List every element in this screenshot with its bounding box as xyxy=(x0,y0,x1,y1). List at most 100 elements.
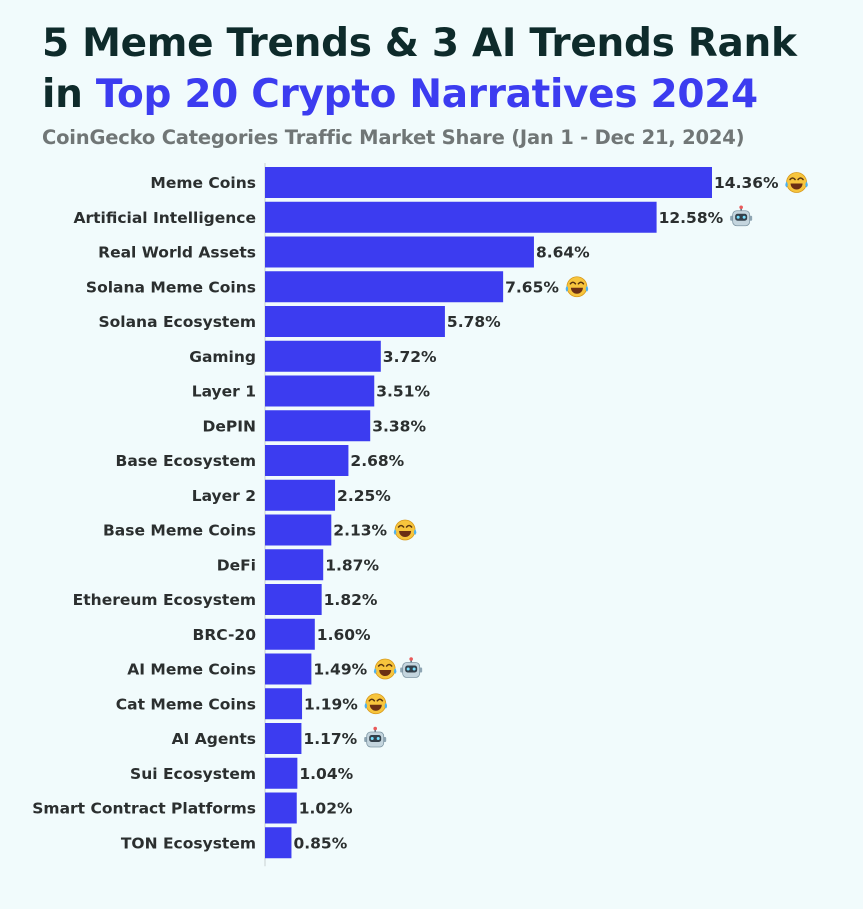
bar xyxy=(265,375,375,407)
bar xyxy=(265,757,298,789)
laughing-emoji-eye-left xyxy=(569,281,577,285)
robot-emoji-visor xyxy=(735,213,748,221)
value-label: 0.85% xyxy=(293,834,347,852)
laughing-emoji-icon xyxy=(393,519,417,541)
bar-row: Gaming 3.72% xyxy=(189,340,437,372)
title-in: in xyxy=(42,72,83,117)
bar-row: Meme Coins 14.36% xyxy=(150,167,779,198)
value-label: 2.13% xyxy=(333,522,387,540)
laughing-emoji-eye-right xyxy=(385,663,393,667)
robot-emoji-visor xyxy=(369,735,382,742)
bar xyxy=(265,792,297,824)
laughing-emoji-mouth xyxy=(379,670,392,676)
value-label: 8.64% xyxy=(536,244,590,262)
bar-row: BRC-20 1.60% xyxy=(193,618,371,650)
laughing-emoji-tear-left xyxy=(785,181,788,188)
laughing-emoji-tear-right xyxy=(393,668,397,674)
value-label: 3.38% xyxy=(372,417,426,435)
category-label: Smart Contract Platforms xyxy=(32,800,256,818)
category-label: Ethereum Ecosystem xyxy=(73,591,256,609)
laughing-emoji-mouth xyxy=(369,704,382,711)
laughing-emoji-tear-right xyxy=(413,529,417,535)
value-label: 14.36% xyxy=(714,174,779,192)
category-label: Cat Meme Coins xyxy=(116,695,256,713)
value-label: 1.82% xyxy=(324,591,378,609)
bar-row: Cat Meme Coins 1.19% xyxy=(116,688,358,720)
laughing-emoji-eye-right xyxy=(376,698,384,702)
category-label: TON Ecosystem xyxy=(121,834,256,852)
value-label: 1.49% xyxy=(313,661,367,679)
value-label: 1.17% xyxy=(303,730,357,748)
robot-emoji-antenna-tip xyxy=(409,657,413,661)
category-label: Layer 2 xyxy=(192,487,256,505)
value-label: 1.60% xyxy=(317,626,371,644)
laughing-emoji-tear-left xyxy=(393,529,397,535)
robot-emoji-icon xyxy=(730,205,753,227)
laughing-emoji-icon xyxy=(373,658,397,680)
robot-emoji-eye-right xyxy=(742,215,746,219)
bar xyxy=(265,479,336,511)
laughing-emoji-eye-left xyxy=(397,524,405,528)
bar-row: AI Meme Coins 1.49% xyxy=(127,653,368,685)
laughing-emoji-icon xyxy=(364,693,388,715)
laughing-emoji-eye-right xyxy=(577,281,585,285)
category-label: Real World Assets xyxy=(98,244,256,262)
laughing-emoji-eye-left xyxy=(377,663,385,667)
robot-emoji-visor xyxy=(405,665,418,673)
title-accent: Top 20 Crypto Narratives 2024 xyxy=(95,72,758,117)
robot-emoji-antenna-tip xyxy=(739,205,743,210)
title-line-1: 5 Meme Trends & 3 AI Trends Rank xyxy=(42,21,797,66)
bar-chart: Meme Coins 14.36% Artificial Intelligence 1… xyxy=(32,163,808,867)
laughing-emoji-mouth xyxy=(399,531,412,537)
category-label: AI Meme Coins xyxy=(127,661,256,679)
bar-row: Solana Meme Coins 7.65% xyxy=(86,271,559,303)
bar-row: Real World Assets 8.64% xyxy=(98,236,590,268)
bar xyxy=(265,688,303,720)
bar xyxy=(265,271,504,303)
robot-emoji-eye-left xyxy=(370,737,374,740)
laughing-emoji-tear-left xyxy=(373,668,377,674)
bar xyxy=(265,445,349,476)
value-label: 12.58% xyxy=(659,209,724,227)
bar-row: AI Agents 1.17% xyxy=(172,723,358,754)
laughing-emoji-eye-right xyxy=(797,177,804,181)
value-label: 2.25% xyxy=(337,487,391,505)
laughing-emoji-eye-left xyxy=(368,698,376,702)
laughing-emoji-mouth xyxy=(570,287,583,294)
bar xyxy=(265,201,657,233)
bar-row: Layer 1 3.51% xyxy=(192,375,431,407)
laughing-emoji-eye-right xyxy=(405,524,413,528)
bar xyxy=(265,584,322,615)
bar xyxy=(265,549,324,581)
laughing-emoji-tear-right xyxy=(384,702,388,709)
value-label: 1.04% xyxy=(299,765,353,783)
chart-subtitle: CoinGecko Categories Traffic Market Shar… xyxy=(42,126,745,149)
category-label: Layer 1 xyxy=(192,383,256,401)
bar xyxy=(265,827,292,859)
laughing-emoji-tear-left xyxy=(364,702,368,709)
laughing-emoji-eye-left xyxy=(789,177,796,181)
bar xyxy=(265,340,381,372)
value-label: 3.72% xyxy=(383,348,437,366)
robot-emoji-antenna-tip xyxy=(373,726,378,731)
bar-row: Base Meme Coins 2.13% xyxy=(103,514,388,546)
bar-row: Sui Ecosystem 1.04% xyxy=(130,757,354,789)
laughing-emoji-tear-right xyxy=(585,285,589,292)
bar xyxy=(265,653,312,685)
category-label: Artificial Intelligence xyxy=(73,209,256,227)
robot-emoji-icon xyxy=(400,657,423,678)
chart-title: 5 Meme Trends & 3 AI Trends Rank in Top 2… xyxy=(42,18,842,120)
bar-row: Smart Contract Platforms 1.02% xyxy=(32,792,353,824)
laughing-emoji-tear-left xyxy=(565,285,569,292)
robot-emoji-eye-right xyxy=(412,667,416,671)
bar-row: Layer 2 2.25% xyxy=(192,479,391,511)
category-label: AI Agents xyxy=(172,730,256,748)
robot-emoji-eye-right xyxy=(376,737,380,740)
category-label: Gaming xyxy=(189,348,256,366)
bar xyxy=(265,306,445,337)
value-label: 1.19% xyxy=(304,695,358,713)
category-label: Meme Coins xyxy=(150,174,256,192)
category-label: Sui Ecosystem xyxy=(130,765,256,783)
category-label: DeFi xyxy=(217,556,256,574)
category-label: Base Meme Coins xyxy=(103,522,256,540)
